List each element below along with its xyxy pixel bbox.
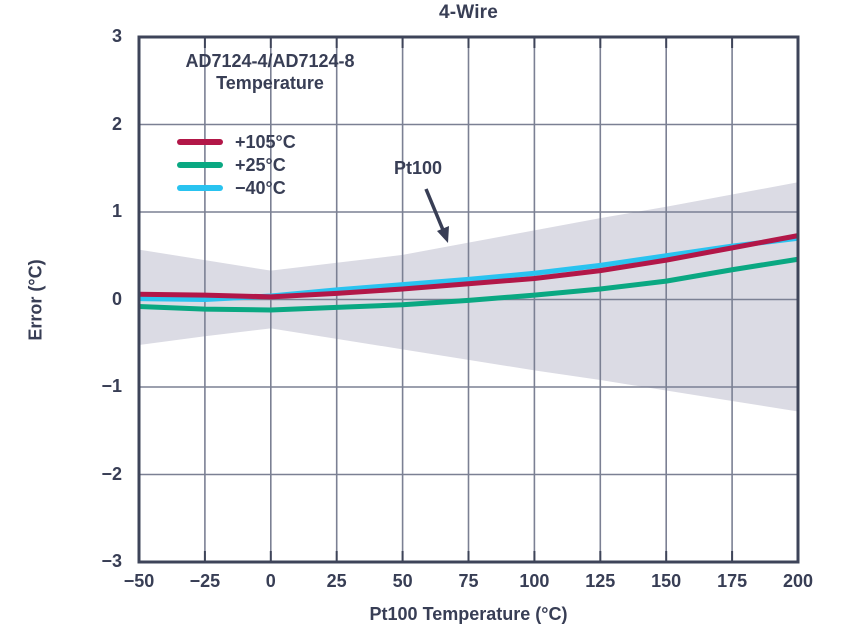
y-tick-label: 2	[111, 113, 122, 134]
y-tick-label: 3	[111, 26, 122, 46]
y-tick-label: −1	[101, 376, 122, 396]
legend-label-25c: +25°C	[235, 155, 286, 175]
x-tick-label: 75	[458, 571, 479, 591]
legend-row: +25°C	[177, 155, 390, 175]
legend-label-105c: +105°C	[235, 132, 296, 152]
legend-swatch-105c-icon	[177, 139, 223, 145]
pt100-arrowhead-icon	[437, 226, 449, 243]
x-tick-label: −25	[189, 571, 221, 591]
legend-swatch-minus40c-icon	[177, 185, 223, 191]
legend-row: −40°C	[177, 178, 390, 198]
x-tick-label: 100	[519, 571, 550, 591]
x-tick-label: 25	[326, 571, 347, 591]
plot-frame	[137, 35, 800, 564]
chart-title: 4-Wire	[438, 2, 499, 23]
x-tick-label: 200	[782, 571, 814, 591]
x-tick-label: 0	[265, 571, 276, 591]
pt100-arrow	[424, 188, 445, 231]
band-annotation-label: Pt100	[394, 158, 443, 178]
y-tick-label: 0	[111, 288, 122, 309]
legend-label-minus40c: −40°C	[235, 178, 286, 198]
y-tick-label: −2	[101, 463, 122, 484]
x-axis-label: Pt100 Temperature (°C)	[369, 604, 568, 624]
legend-heading-line2: Temperature	[216, 73, 324, 93]
legend-row: +105°C	[177, 132, 390, 152]
legend: AD7124-4/AD7124-8 Temperature +105°C +25…	[150, 50, 390, 198]
series-line-25c	[138, 256, 799, 313]
y-tick-label: −3	[101, 551, 122, 571]
x-tick-label: 125	[585, 571, 616, 591]
x-tick-label: −50	[123, 571, 155, 591]
x-tick-label: 150	[651, 571, 682, 591]
legend-swatch-25c-icon	[177, 162, 223, 168]
series-line-105c	[138, 233, 799, 300]
legend-items: +105°C +25°C −40°C	[177, 132, 390, 198]
x-tick-label: 50	[392, 571, 413, 591]
legend-heading: AD7124-4/AD7124-8 Temperature	[150, 50, 390, 94]
y-tick-label: 1	[111, 201, 122, 221]
legend-heading-line1: AD7124-4/AD7124-8	[185, 51, 355, 71]
x-tick-label: 175	[717, 571, 748, 591]
